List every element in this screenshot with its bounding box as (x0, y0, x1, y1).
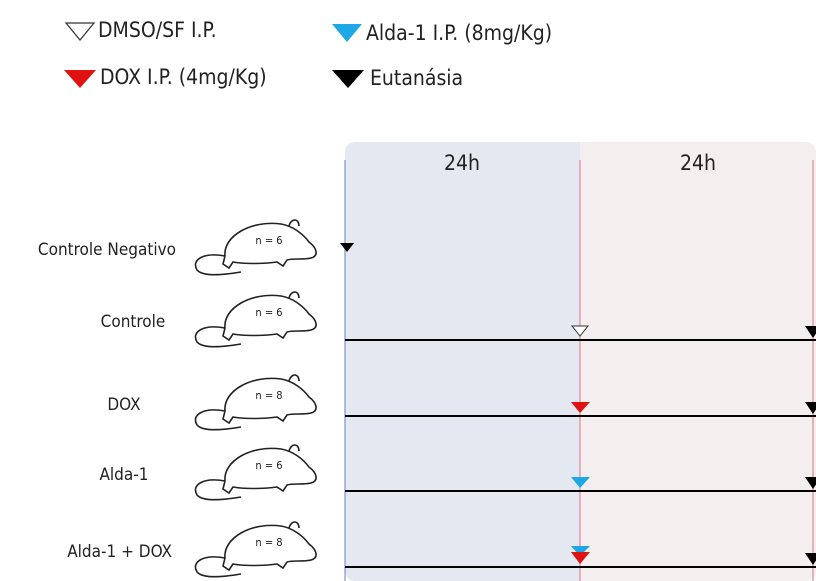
group-label: Alda-1 (99, 465, 148, 485)
mouse-icon (195, 292, 316, 347)
legend-label: DMSO/SF I.P. (98, 18, 217, 42)
group-label: DOX (107, 395, 140, 415)
panel-bg (570, 142, 580, 581)
legend-symbol (332, 70, 364, 88)
panel-bg (345, 142, 580, 581)
mouse-icon (195, 220, 316, 275)
groups: Controle Negativo n = 6 Controle n = 6 DOX n … (38, 220, 316, 577)
panel-bg (580, 142, 816, 581)
group-n: n = 6 (255, 306, 282, 319)
group-label: Controle (101, 312, 166, 332)
diagram: 24h 24h DMSO/SF I.P. Alda-1 I.P. (8mg/Kg… (0, 0, 816, 581)
group-n: n = 8 (255, 389, 282, 402)
group-label: Controle Negativo (38, 240, 176, 260)
group-n: n = 8 (255, 536, 282, 549)
mouse-icon (195, 522, 316, 577)
panel-label: 24h (444, 151, 480, 175)
group-n: n = 6 (255, 459, 282, 472)
legend-label: DOX I.P. (4mg/Kg) (100, 65, 267, 89)
legend-label: Eutanásia (370, 66, 463, 90)
panel-label: 24h (680, 151, 716, 175)
legend-label: Alda-1 I.P. (8mg/Kg) (366, 21, 552, 45)
mouse-icon (195, 445, 316, 500)
group-label: Alda-1 + DOX (67, 542, 172, 562)
mouse-icon (195, 375, 316, 430)
legend-symbol (332, 24, 362, 42)
legend-symbol (64, 70, 96, 88)
group-n: n = 6 (255, 234, 282, 247)
legend-symbol (66, 23, 94, 40)
